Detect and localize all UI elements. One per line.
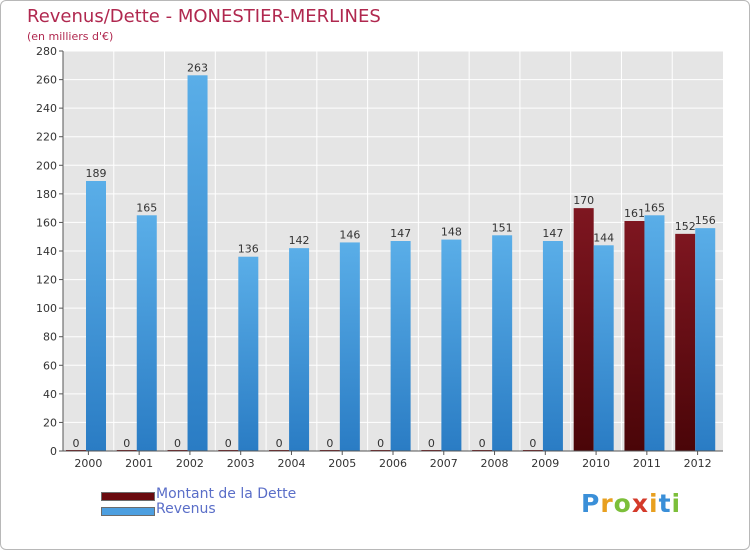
data-label-dette-2010: 170 (573, 194, 594, 207)
data-label-revenus-2008: 151 (492, 221, 513, 234)
logo-letter: P (581, 489, 601, 518)
bar-revenus-2012 (695, 228, 716, 451)
data-label-revenus-2003: 136 (238, 243, 259, 256)
chart-plot: 0 189 0 165 0 263 0 136 0 142 0 146 0 147 0 148 0 151 0 147… (36, 45, 723, 470)
data-label-dette-2000: 0 (73, 437, 80, 450)
bar-dette-2011 (624, 221, 645, 451)
proxiti-logo: Proxiti (581, 489, 681, 518)
bar-revenus-2008 (492, 235, 513, 451)
x-tick-label-2000: 2000 (74, 457, 102, 470)
y-tick-label: 280 (36, 45, 57, 58)
data-label-revenus-2002: 263 (187, 61, 208, 74)
data-label-dette-2004: 0 (276, 437, 283, 450)
legend-label-revenus: Revenus (156, 501, 216, 517)
y-tick-label: 120 (36, 274, 57, 287)
y-tick-label: 100 (36, 302, 57, 315)
data-label-revenus-2010: 144 (593, 231, 614, 244)
data-label-dette-2009: 0 (529, 437, 536, 450)
data-label-dette-2001: 0 (123, 437, 130, 450)
data-label-dette-2002: 0 (174, 437, 181, 450)
data-label-dette-2011: 161 (624, 207, 645, 220)
logo-letter: o (613, 489, 632, 518)
data-label-revenus-2007: 148 (441, 226, 462, 239)
data-label-dette-2003: 0 (225, 437, 232, 450)
bar-revenus-2001 (136, 215, 157, 451)
y-tick-label: 140 (36, 245, 57, 258)
x-tick-label-2010: 2010 (582, 457, 610, 470)
data-label-dette-2005: 0 (326, 437, 333, 450)
data-label-revenus-2005: 146 (339, 228, 360, 241)
data-label-dette-2012: 152 (675, 220, 696, 233)
y-tick-label: 220 (36, 131, 57, 144)
logo-letter: x (631, 489, 649, 518)
x-tick-label-2009: 2009 (531, 457, 559, 470)
bar-dette-2010 (573, 208, 594, 451)
logo-letter: r (600, 489, 614, 518)
logo-letter: i (671, 489, 682, 518)
y-tick-label: 160 (36, 216, 57, 229)
data-label-revenus-2004: 142 (289, 234, 310, 247)
bar-revenus-2004 (289, 248, 310, 451)
x-tick-label-2011: 2011 (633, 457, 661, 470)
bar-revenus-2009 (542, 241, 563, 451)
y-tick-label: 200 (36, 159, 57, 172)
x-tick-label-2006: 2006 (379, 457, 407, 470)
y-tick-label: 240 (36, 102, 57, 115)
data-label-revenus-2012: 156 (695, 214, 716, 227)
x-tick-label-2008: 2008 (481, 457, 509, 470)
data-label-revenus-2000: 189 (86, 167, 107, 180)
x-tick-label-2005: 2005 (328, 457, 356, 470)
legend-label-dette: Montant de la Dette (156, 486, 297, 502)
bar-dette-2012 (675, 233, 696, 451)
data-label-dette-2007: 0 (428, 437, 435, 450)
bar-revenus-2006 (390, 241, 411, 451)
bar-revenus-2011 (644, 215, 665, 451)
x-tick-label-2001: 2001 (125, 457, 153, 470)
x-tick-label-2002: 2002 (176, 457, 204, 470)
legend-swatch-revenus (101, 507, 155, 516)
logo-letter: i (649, 489, 659, 518)
logo-letter: t (658, 489, 672, 518)
y-tick-label: 60 (43, 359, 57, 372)
chart-subtitle: (en milliers d'€) (27, 30, 114, 43)
data-label-revenus-2011: 165 (644, 201, 665, 214)
y-tick-label: 0 (50, 445, 57, 458)
x-tick-label-2003: 2003 (227, 457, 255, 470)
data-label-revenus-2001: 165 (136, 201, 157, 214)
bar-revenus-2002 (187, 75, 208, 452)
data-label-revenus-2006: 147 (390, 227, 411, 240)
y-tick-label: 260 (36, 74, 57, 87)
bar-revenus-2005 (339, 242, 360, 451)
x-tick-label-2004: 2004 (277, 457, 305, 470)
bar-revenus-2003 (238, 256, 259, 451)
y-tick-label: 40 (43, 388, 57, 401)
y-tick-label: 80 (43, 331, 57, 344)
y-tick-label: 20 (43, 416, 57, 429)
bar-revenus-2000 (86, 181, 106, 451)
data-label-dette-2006: 0 (377, 437, 384, 450)
bar-revenus-2007 (441, 239, 462, 451)
legend-swatch-dette (101, 492, 155, 501)
chart-title: Revenus/Dette - MONESTIER-MERLINES (27, 6, 381, 27)
data-label-revenus-2009: 147 (542, 227, 563, 240)
bar-revenus-2010 (593, 245, 614, 451)
y-tick-label: 180 (36, 188, 57, 201)
x-tick-label-2007: 2007 (430, 457, 458, 470)
data-label-dette-2008: 0 (479, 437, 486, 450)
x-tick-label-2012: 2012 (684, 457, 712, 470)
